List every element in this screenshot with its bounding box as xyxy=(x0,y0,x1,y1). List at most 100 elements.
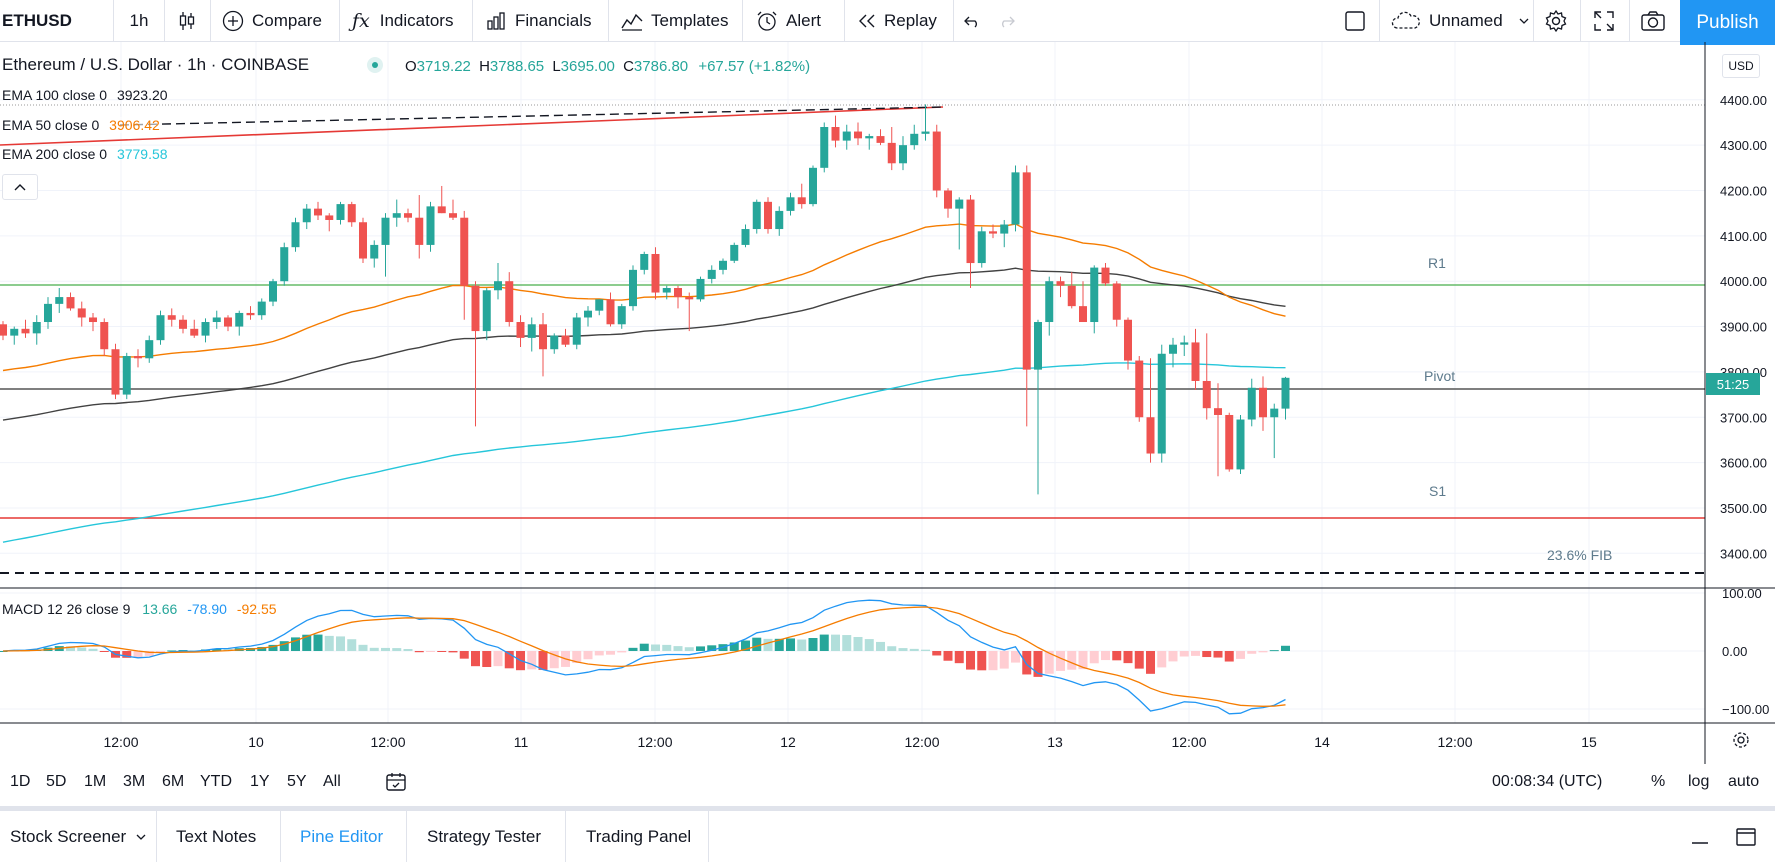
macd-histogram-bar xyxy=(313,634,323,651)
layout-name-button[interactable]: Unnamed xyxy=(1391,0,1529,41)
macd-legend[interactable]: MACD 12 26 close 9 13.66 -78.90 -92.55 xyxy=(2,601,277,617)
candle-body xyxy=(134,356,142,359)
candle-body xyxy=(426,206,435,245)
ema100-legend[interactable]: EMA 100 close 0 3923.20 xyxy=(2,87,168,103)
chart-area[interactable]: 4400.00 4300.00 4200.00 4100.00 4000.00 3900.… xyxy=(0,42,1775,764)
macd-histogram-bar xyxy=(369,647,379,651)
tab-trading-panel[interactable]: Trading Panel xyxy=(586,811,691,862)
macd-histogram-bar xyxy=(1247,651,1257,654)
candle-body xyxy=(1090,267,1099,323)
candle-body xyxy=(482,290,491,332)
rewind-icon xyxy=(857,13,877,29)
ema50-legend[interactable]: EMA 50 close 0 3906.42 xyxy=(2,117,160,133)
compare-button[interactable]: Compare xyxy=(222,0,322,41)
templates-button[interactable]: Templates xyxy=(621,0,728,41)
pivot-label: Pivot xyxy=(1424,368,1456,384)
tab-pine-editor[interactable]: Pine Editor xyxy=(300,811,383,862)
candle-body xyxy=(696,278,705,300)
macd-histogram-bar xyxy=(684,647,694,651)
log-scale-toggle[interactable]: log xyxy=(1688,773,1710,790)
clock[interactable]: 00:08:34 (UTC) xyxy=(1492,773,1603,790)
range-button-3m[interactable]: 3M xyxy=(123,773,146,790)
candle-body xyxy=(1259,387,1267,418)
snapshot-button[interactable] xyxy=(1640,0,1666,41)
candle-body xyxy=(190,328,199,336)
indicators-button[interactable]: ƒx Indicators xyxy=(352,0,453,41)
range-button-5d[interactable]: 5D xyxy=(46,773,67,790)
symbol-search[interactable]: ETHUSD xyxy=(2,0,110,41)
candle-body xyxy=(854,131,862,139)
candles-icon xyxy=(177,11,197,31)
candle-body xyxy=(1157,353,1166,454)
symbol-legend: Ethereum / U.S. Dollar · 1h · COINBASE xyxy=(2,55,309,75)
settings-button[interactable] xyxy=(1544,0,1568,41)
range-button-all[interactable]: All xyxy=(323,773,341,790)
publish-button[interactable]: Publish xyxy=(1680,0,1775,45)
range-button-6m[interactable]: 6M xyxy=(162,773,185,790)
axis-settings-icon[interactable] xyxy=(1733,732,1749,748)
candle-body xyxy=(989,231,997,234)
candle-body xyxy=(0,324,7,336)
alert-button[interactable]: Alert xyxy=(756,0,821,41)
undo-button[interactable] xyxy=(963,0,983,41)
candle-body xyxy=(246,312,255,316)
macd-histogram-bar xyxy=(943,651,953,661)
price-tick-label: 3900.00 xyxy=(1720,320,1767,335)
time-tick-label: 12:00 xyxy=(904,734,939,750)
candle-body xyxy=(460,217,469,286)
ema200-legend[interactable]: EMA 200 close 0 3779.58 xyxy=(2,146,168,162)
range-button-1y[interactable]: 1Y xyxy=(250,773,270,790)
macd-histogram-bar xyxy=(1146,651,1155,674)
fullscreen-layout-button[interactable] xyxy=(1344,0,1368,41)
candle-body xyxy=(55,297,64,304)
candle-body xyxy=(662,288,671,293)
tab-strategy-tester[interactable]: Strategy Tester xyxy=(427,811,541,862)
candle-body xyxy=(809,167,817,205)
replay-button[interactable]: Replay xyxy=(857,0,937,41)
candle-body xyxy=(77,308,86,318)
time-tick-label: 12:00 xyxy=(1437,734,1472,750)
collapse-legend-button[interactable] xyxy=(2,174,38,200)
macd-histogram-bar xyxy=(898,648,908,651)
range-button-1d[interactable]: 1D xyxy=(10,773,31,790)
macd-histogram-bar xyxy=(403,649,413,651)
macd-histogram-value: 13.66 xyxy=(142,601,178,617)
range-button-ytd[interactable]: YTD xyxy=(200,773,232,790)
tab-text-notes[interactable]: Text Notes xyxy=(176,811,256,862)
divider xyxy=(565,811,566,862)
fullscreen-button[interactable] xyxy=(1593,0,1615,41)
candle-body xyxy=(1000,224,1009,234)
macd-histogram-bar xyxy=(1101,651,1110,661)
market-status-icon[interactable] xyxy=(367,57,383,73)
macd-histogram-bar xyxy=(538,651,548,670)
candle-body xyxy=(572,317,581,345)
price-tick-label: 4000.00 xyxy=(1720,274,1767,289)
percent-scale-toggle[interactable]: % xyxy=(1651,773,1666,790)
interval-button[interactable]: 1h xyxy=(114,0,164,41)
maximize-panel-button[interactable] xyxy=(1735,811,1757,862)
financials-button[interactable]: Financials xyxy=(486,0,592,41)
macd-histogram-bar xyxy=(887,646,897,651)
macd-histogram-bar xyxy=(966,651,975,670)
chart-type-button[interactable] xyxy=(165,0,209,41)
replay-label: Replay xyxy=(884,10,937,30)
price-tick-label: 4300.00 xyxy=(1720,138,1767,153)
divider xyxy=(210,0,211,41)
candle-body xyxy=(527,324,536,338)
currency-button[interactable]: USD xyxy=(1722,54,1760,78)
auto-scale-toggle[interactable]: auto xyxy=(1728,773,1760,790)
range-button-5y[interactable]: 5Y xyxy=(287,773,307,790)
date-range-button[interactable] xyxy=(385,764,407,800)
macd-histogram-bar xyxy=(437,651,447,652)
macd-pane xyxy=(0,599,1290,715)
macd-histogram-bar xyxy=(414,651,424,653)
candle-body xyxy=(1079,306,1087,323)
redo-button[interactable] xyxy=(998,0,1018,41)
macd-histogram-bar xyxy=(594,651,604,656)
candle-body xyxy=(66,297,75,309)
tab-stock-screener[interactable]: Stock Screener xyxy=(10,811,146,862)
minimize-panel-button[interactable] xyxy=(1690,811,1710,862)
macd-histogram-bar xyxy=(527,651,537,670)
macd-histogram-bar xyxy=(797,639,807,651)
range-button-1m[interactable]: 1M xyxy=(84,773,107,790)
